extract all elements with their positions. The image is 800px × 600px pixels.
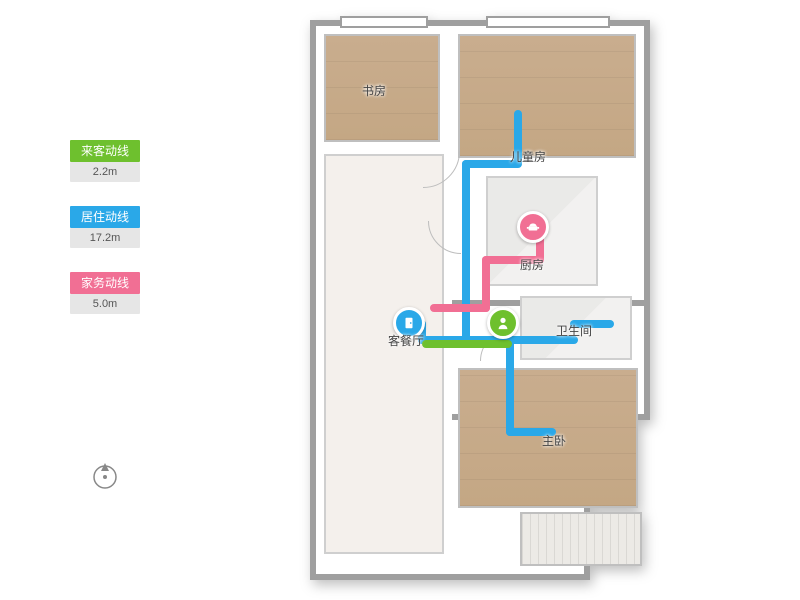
legend-value: 2.2m bbox=[70, 162, 140, 182]
room-label-master: 主卧 bbox=[542, 432, 566, 449]
window bbox=[340, 16, 428, 28]
window bbox=[486, 16, 610, 28]
room-label-bath: 卫生间 bbox=[556, 322, 592, 339]
movement-path bbox=[462, 160, 470, 340]
floorplan-canvas: 来客动线 2.2m 居住动线 17.2m 家务动线 5.0m bbox=[0, 0, 800, 600]
movement-path bbox=[422, 340, 512, 348]
legend-item-living: 居住动线 17.2m bbox=[70, 206, 140, 248]
legend-item-guest: 来客动线 2.2m bbox=[70, 140, 140, 182]
room-label-kitchen: 厨房 bbox=[520, 256, 544, 273]
floor-plan: 书房儿童房厨房客餐厅 卫生间主卧 bbox=[310, 20, 650, 580]
balcony bbox=[520, 512, 642, 566]
room-kids bbox=[458, 34, 636, 158]
legend-item-chore: 家务动线 5.0m bbox=[70, 272, 140, 314]
room-label-study: 书房 bbox=[362, 82, 386, 99]
room-hall bbox=[324, 154, 444, 554]
movement-path bbox=[430, 304, 490, 312]
legend-label: 来客动线 bbox=[70, 140, 140, 162]
kitchen-node-icon bbox=[517, 211, 549, 243]
movement-path bbox=[506, 336, 514, 436]
legend-label: 居住动线 bbox=[70, 206, 140, 228]
room-label-hall: 客餐厅 bbox=[388, 332, 424, 349]
legend-value: 5.0m bbox=[70, 294, 140, 314]
legend-value: 17.2m bbox=[70, 228, 140, 248]
room-label-kids: 儿童房 bbox=[510, 148, 546, 165]
legend: 来客动线 2.2m 居住动线 17.2m 家务动线 5.0m bbox=[70, 140, 140, 338]
legend-label: 家务动线 bbox=[70, 272, 140, 294]
person-node-icon bbox=[487, 307, 519, 339]
movement-path bbox=[482, 256, 490, 312]
compass-icon bbox=[90, 460, 120, 490]
